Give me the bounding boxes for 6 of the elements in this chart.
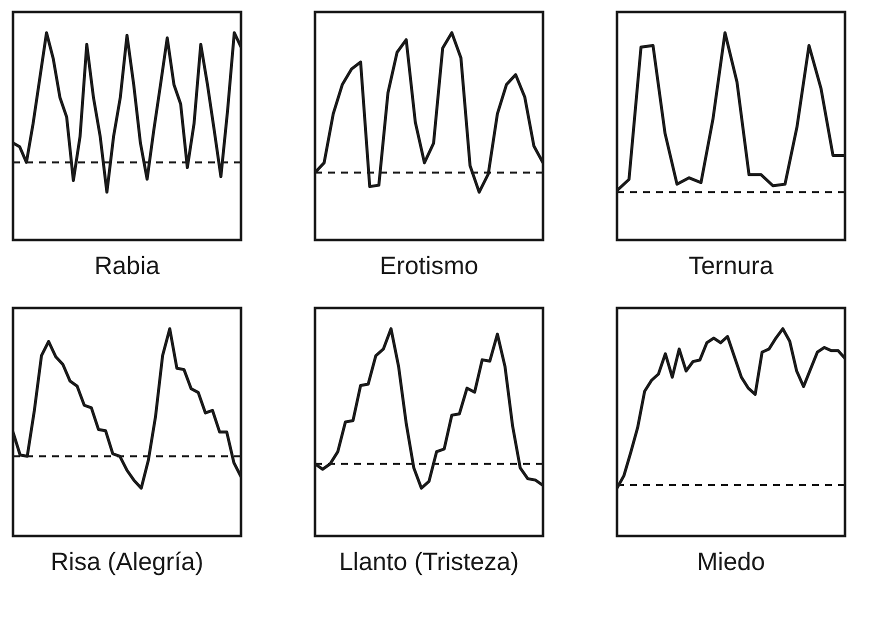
text: Llanto (Tristeza) — [339, 548, 519, 576]
text: Erotismo — [380, 252, 478, 280]
text: Ternura — [688, 252, 774, 280]
text: Rabia — [94, 252, 160, 280]
text: Risa (Alegría) — [50, 548, 204, 576]
text: Miedo — [696, 548, 766, 576]
